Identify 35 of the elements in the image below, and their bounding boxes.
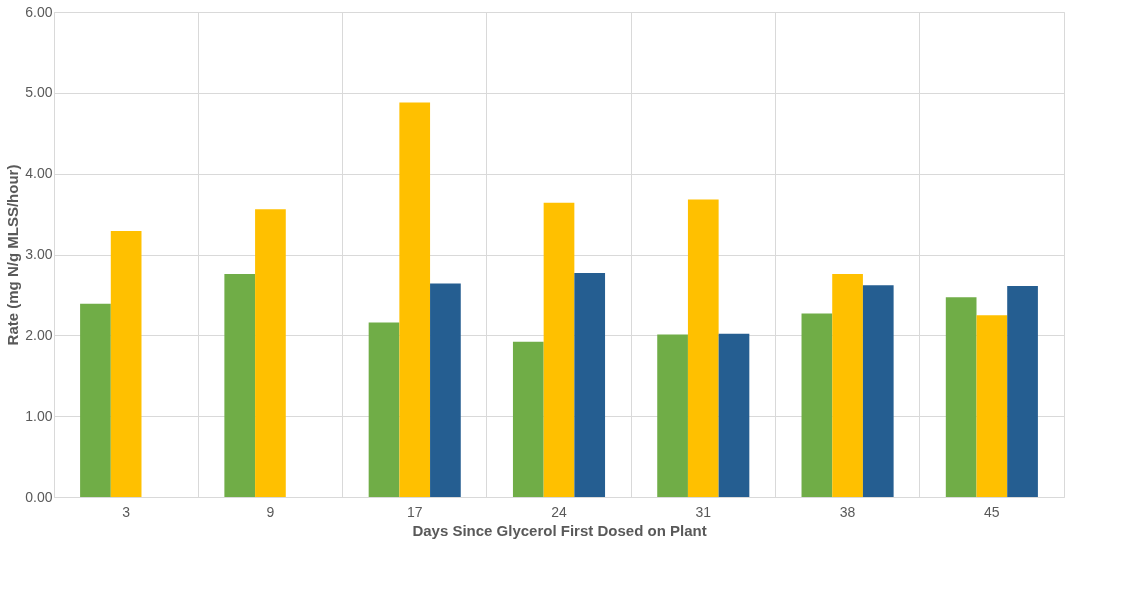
bar: [687, 199, 719, 497]
bar: [862, 285, 894, 497]
x-axis-title: Days Since Glycerol First Dosed on Plant: [412, 521, 707, 539]
bar: [945, 297, 977, 497]
y-axis-title: Rate (mg N/g MLSS/hour): [4, 164, 22, 346]
bar: [543, 202, 575, 497]
bar: [399, 102, 431, 497]
bar: [657, 334, 688, 497]
bar: [80, 303, 111, 497]
y-tick-label: 4.00: [25, 165, 53, 182]
x-tick-label: 38: [839, 503, 856, 520]
y-tick-label: 0.00: [25, 488, 53, 505]
bar: [430, 283, 461, 497]
bar: [368, 322, 400, 497]
bar: [832, 273, 863, 497]
x-tick-label: 31: [695, 503, 712, 520]
bar: [255, 209, 286, 497]
y-tick-label: 6.00: [25, 3, 53, 20]
y-tick-label: 1.00: [25, 407, 53, 424]
y-tick-label: 2.00: [25, 326, 53, 343]
y-tick-label: 3.00: [25, 246, 53, 262]
bar: [718, 333, 750, 497]
x-tick-label: 45: [984, 503, 1000, 520]
x-tick-label: 3: [122, 503, 131, 520]
bar: [512, 341, 544, 497]
x-tick-label: 9: [266, 503, 275, 520]
bar: [976, 315, 1008, 497]
bar: [801, 313, 833, 497]
y-tick-label: 5.00: [25, 84, 53, 101]
bar: [110, 231, 142, 497]
bar: [574, 273, 606, 497]
bar: [224, 273, 256, 497]
x-tick-label: 17: [406, 503, 423, 520]
bar: [1007, 286, 1038, 497]
x-tick-label: 24: [551, 503, 567, 520]
